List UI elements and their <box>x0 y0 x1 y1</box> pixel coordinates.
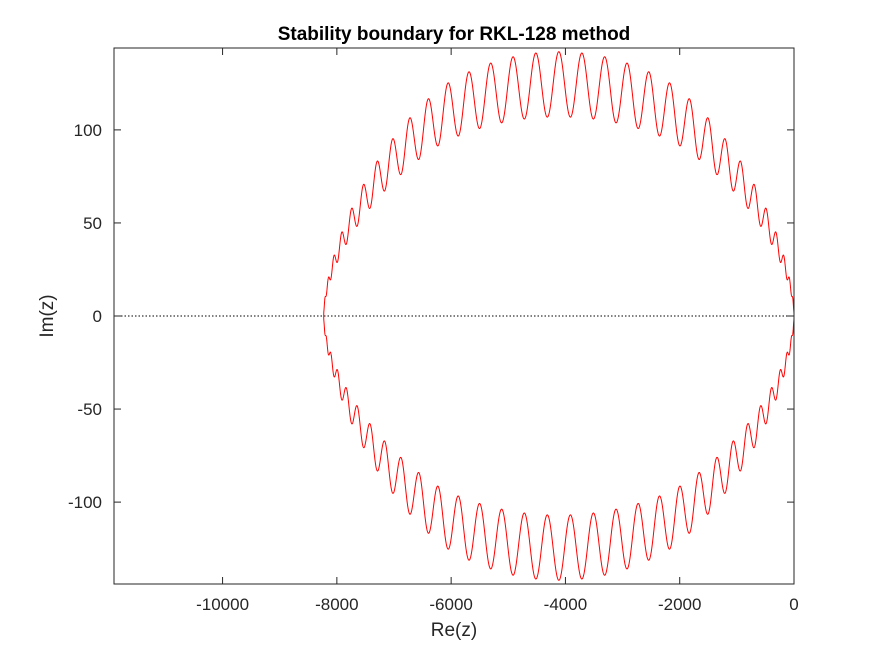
y-axis-label: Im(z) <box>37 294 58 337</box>
x-tick-label: 0 <box>789 595 798 614</box>
x-axis-label: Re(z) <box>431 620 477 641</box>
y-tick-label: -100 <box>68 493 102 512</box>
y-tick-label: 0 <box>93 307 102 326</box>
x-tick-label: -4000 <box>544 595 587 614</box>
y-tick-label: 100 <box>74 121 102 140</box>
x-tick-label: -6000 <box>429 595 472 614</box>
x-tick-label: -10000 <box>196 595 249 614</box>
stability-boundary-curve <box>323 51 795 581</box>
y-tick-label: 50 <box>83 214 102 233</box>
y-axis-ticks: -100 -50 0 50 100 <box>68 121 794 512</box>
x-axis-ticks: -10000 -8000 -6000 -4000 -2000 0 <box>196 48 799 614</box>
y-tick-label: -50 <box>77 400 102 419</box>
chart-title: Stability boundary for RKL-128 method <box>278 24 631 45</box>
x-tick-label: -2000 <box>658 595 701 614</box>
x-tick-label: -8000 <box>315 595 358 614</box>
plot-content <box>114 51 795 581</box>
